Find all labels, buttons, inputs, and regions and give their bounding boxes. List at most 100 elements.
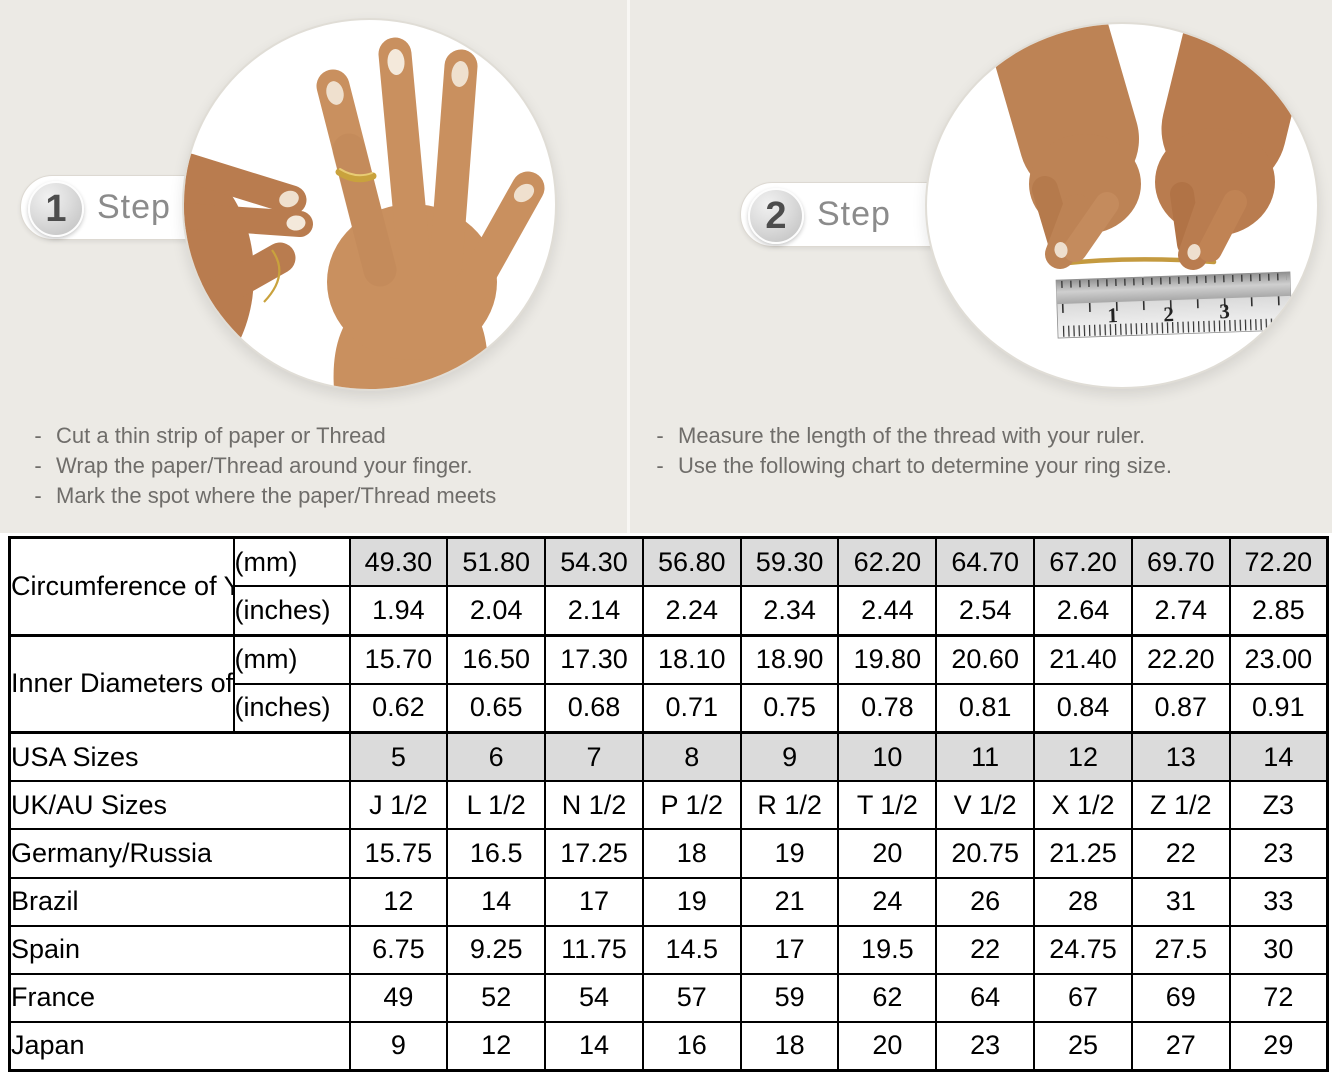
- value-cell: 49: [348, 972, 449, 1023]
- value-cell: V 1/2: [935, 780, 1036, 831]
- value-cell: 27.5: [1130, 924, 1231, 975]
- value-cell: 21.40: [1033, 633, 1133, 685]
- size-chart-section: Circumference of Your Finger(mm)49.3051.…: [0, 533, 1332, 1075]
- bullet-dash: -: [34, 423, 42, 448]
- unit-cell: (inches): [232, 585, 351, 637]
- value-cell: 14.5: [641, 924, 742, 975]
- value-cell: 18: [739, 1020, 840, 1072]
- value-cell: 0.78: [837, 682, 938, 734]
- value-cell: 23.00: [1228, 633, 1329, 685]
- value-cell: 25: [1033, 1020, 1133, 1072]
- value-cell: 31: [1130, 876, 1231, 927]
- instruction-item: - Cut a thin strip of paper or Thread: [30, 421, 630, 451]
- step-1-photo: [182, 18, 557, 391]
- value-cell: Z3: [1228, 780, 1329, 831]
- value-cell: P 1/2: [641, 780, 742, 831]
- value-cell: 16: [641, 1020, 742, 1072]
- value-cell: 22: [935, 924, 1036, 975]
- value-cell: 0.68: [544, 682, 644, 734]
- value-cell: 57: [641, 972, 742, 1023]
- value-cell: 9: [739, 731, 840, 783]
- value-cell: 64: [935, 972, 1036, 1023]
- value-cell: 54.30: [544, 536, 644, 588]
- table-row: Spain 6.75 9.25 11.75 14.5 17 19.5 22 24.75 27.5 3…: [8, 924, 1329, 975]
- hand-with-ring-illustration: [184, 37, 545, 389]
- value-cell: 67.20: [1033, 536, 1133, 588]
- value-cell: 2.64: [1033, 585, 1133, 637]
- row-label-cell: Brazil: [8, 876, 351, 927]
- value-cell: 19: [739, 828, 840, 879]
- step-2-photo: 1 2 3: [925, 22, 1319, 389]
- value-cell: 2.44: [837, 585, 938, 637]
- value-cell: 0.75: [739, 682, 840, 734]
- value-cell: 23: [1228, 828, 1329, 879]
- value-cell: 10: [837, 731, 938, 783]
- value-cell: 21.25: [1033, 828, 1133, 879]
- value-cell: T 1/2: [837, 780, 938, 831]
- value-cell: 49.30: [348, 536, 449, 588]
- value-cell: 6: [446, 731, 547, 783]
- value-cell: 19.5: [837, 924, 938, 975]
- value-cell: 27: [1130, 1020, 1231, 1072]
- value-cell: 20: [837, 828, 938, 879]
- value-cell: 22: [1130, 828, 1231, 879]
- value-cell: 64.70: [935, 536, 1036, 588]
- value-cell: 5: [348, 731, 449, 783]
- value-cell: 2.14: [544, 585, 644, 637]
- unit-cell: (inches): [232, 682, 351, 734]
- gold-ring-graphic: [335, 168, 377, 183]
- bullet-dash: -: [656, 453, 664, 478]
- step-1-number: 1: [45, 187, 67, 230]
- gold-ring-highlight: [339, 168, 373, 177]
- value-cell: 24.75: [1033, 924, 1133, 975]
- row-label-cell: Japan: [8, 1020, 351, 1072]
- thread-measurement-illustration: 1 2 3: [983, 24, 1315, 339]
- value-cell: 22.20: [1130, 633, 1231, 685]
- value-cell: 17: [739, 924, 840, 975]
- value-cell: 59: [739, 972, 840, 1023]
- value-cell: 2.04: [446, 585, 547, 637]
- fingernail: [279, 190, 299, 208]
- row-label-cell: Germany/Russia: [8, 828, 351, 879]
- value-cell: 52: [446, 972, 547, 1023]
- value-cell: J 1/2: [348, 780, 449, 831]
- value-cell: 19.80: [837, 633, 938, 685]
- fingernail: [513, 183, 535, 203]
- value-cell: 69.70: [1130, 536, 1231, 588]
- value-cell: 14: [446, 876, 547, 927]
- fingernail: [1187, 244, 1201, 260]
- value-cell: 0.87: [1130, 682, 1231, 734]
- step-2-number-badge: 2: [748, 188, 804, 244]
- value-cell: 13: [1130, 731, 1231, 783]
- value-cell: 15.70: [348, 633, 449, 685]
- unit-cell: (mm): [232, 633, 351, 685]
- ring-size-table-body: Circumference of Your Finger(mm)49.3051.…: [8, 536, 1329, 1072]
- value-cell: 72.20: [1228, 536, 1329, 588]
- value-cell: 1.94: [348, 585, 449, 637]
- table-row: (inches) 1.94 2.04 2.14 2.24 2.34 2.44 2.54 2.64…: [10, 585, 1329, 637]
- value-cell: 62: [837, 972, 938, 1023]
- step-1-label: Step: [97, 188, 171, 226]
- value-cell: 0.62: [348, 682, 449, 734]
- step-2-number: 2: [765, 194, 787, 237]
- step-1-instructions: - Cut a thin strip of paper or Thread - …: [30, 421, 630, 511]
- value-cell: 2.34: [739, 585, 840, 637]
- value-cell: 9: [348, 1020, 449, 1072]
- value-cell: 20: [837, 1020, 938, 1072]
- row-label-cell: France: [8, 972, 351, 1023]
- value-cell: Z 1/2: [1130, 780, 1231, 831]
- value-cell: 17: [544, 876, 644, 927]
- value-cell: 0.91: [1228, 682, 1329, 734]
- value-cell: 8: [641, 731, 742, 783]
- table-row: Japan 9 12 14 16 18 20 23 25 27 29: [8, 1020, 1329, 1072]
- value-cell: 20.75: [935, 828, 1036, 879]
- instruction-item: - Use the following chart to determine y…: [652, 451, 1327, 481]
- ring-hand: [316, 37, 545, 389]
- table-row: Circumference of Your Finger(mm)49.3051.…: [8, 536, 1329, 637]
- value-cell: 28: [1033, 876, 1133, 927]
- table-row: Germany/Russia 15.75 16.5 17.25 18 19 20 20.75 2…: [8, 828, 1329, 879]
- table-row: UK/AU Sizes J 1/2 L 1/2 N 1/2 P 1/2 R 1/2 T 1/…: [8, 780, 1329, 831]
- value-cell: 2.74: [1130, 585, 1231, 637]
- value-cell: 20.60: [935, 633, 1036, 685]
- step-2-label: Step: [817, 195, 891, 233]
